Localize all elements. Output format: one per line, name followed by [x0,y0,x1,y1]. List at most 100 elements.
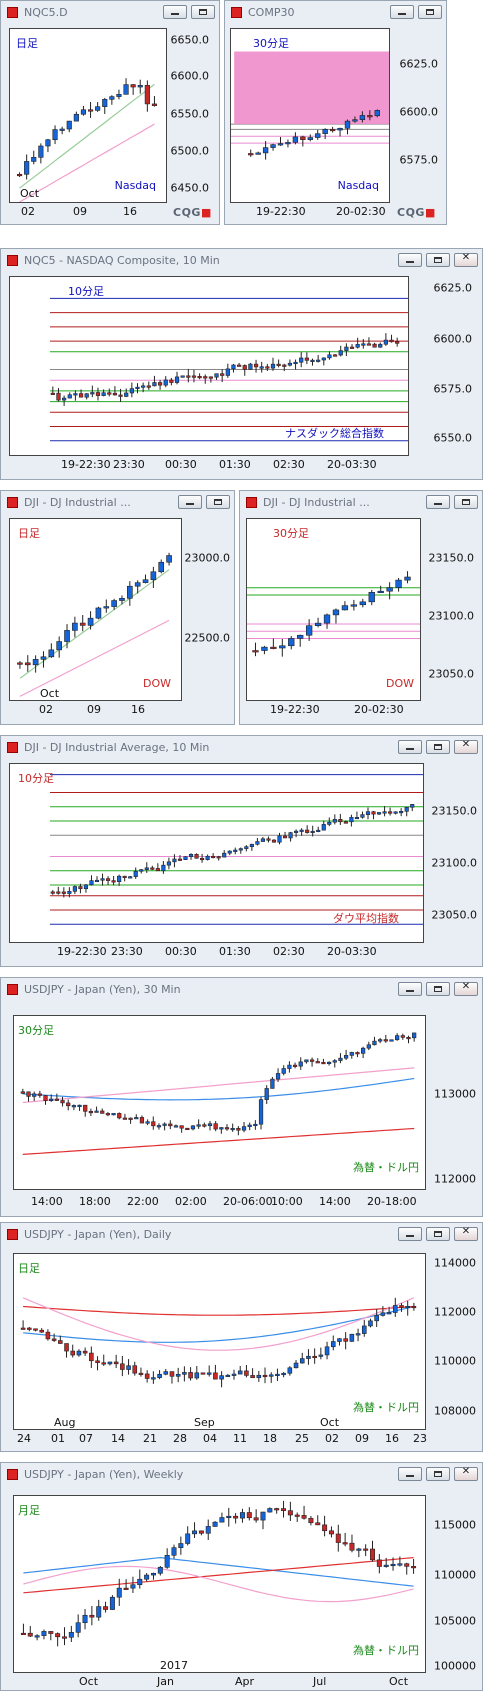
close-button[interactable] [454,739,478,754]
maximize-button[interactable] [426,740,450,754]
candle [157,382,163,386]
close-button[interactable] [454,1226,478,1241]
minimize-button[interactable] [426,495,450,509]
minimize-button[interactable] [178,495,202,509]
candle [287,1064,292,1069]
chart-window-dji-30min[interactable]: DJI - DJ Industrial ... 30分足 DOW 23150.0… [239,490,483,725]
chart-window-comp30[interactable]: COMP30 30分足 Nasdaq 6625.0 6600.0 6575.0 … [224,0,447,225]
title-bar[interactable]: NQC5 - NASDAQ Composite, 10 Min [1,249,482,271]
plot-area[interactable]: 10分足 ダウ平均指数 [9,763,424,943]
chart-window-usdjpy-30min[interactable]: USDJPY - Japan (Yen), 30 Min 30分足 為替・ドル円… [0,977,483,1217]
moving-average-line [19,619,170,697]
candle [185,1533,191,1544]
plot-area[interactable]: 30分足 Nasdaq [230,28,390,203]
candle [380,1312,386,1316]
candle [144,867,149,870]
candle [182,1372,187,1375]
candle [117,875,122,882]
title-bar[interactable]: USDJPY - Japan (Yen), 30 Min [1,978,482,1000]
title-bar[interactable]: DJI - DJ Industrial Average, 10 Min [1,736,482,758]
candle [87,617,94,626]
chart-window-dji-daily[interactable]: DJI - DJ Industrial ... 日足 DOW Oct 23000… [0,490,235,725]
minimize-button[interactable] [398,740,422,754]
candle [100,1110,105,1114]
candle [355,1052,360,1055]
plot-area[interactable]: 10分足 ナスダック総合指数 [9,276,409,456]
candle [344,346,349,351]
title-bar[interactable]: USDJPY - Japan (Yen), Weekly [1,1463,482,1485]
candle [54,1098,59,1101]
candle [196,1124,201,1127]
candle [132,1365,138,1374]
candle [180,375,185,378]
plot-area[interactable]: 日足 為替・ドル円 Aug Sep Oct [13,1253,426,1430]
candle [361,343,366,346]
candle [62,1636,67,1639]
candle [90,392,95,395]
minimize-button[interactable] [398,982,422,996]
candle [222,852,227,858]
plot-area[interactable]: 日足 Nasdaq Oct [9,28,167,203]
close-button[interactable] [454,981,478,996]
candle [378,343,383,348]
candle [226,1515,232,1519]
minimize-button[interactable] [390,5,414,19]
maximize-button[interactable] [426,1467,450,1481]
title-bar[interactable]: DJI - DJ Industrial ... [240,491,482,513]
window-icon [7,983,18,995]
candle [67,891,72,894]
minimize-button[interactable] [398,1227,422,1241]
x-tick: 00:30 [165,458,197,471]
candle [164,1554,170,1568]
chart-window-nqc5d[interactable]: NQC5.D 日足 Nasdaq Oct 6650.0 6600.0 6550.… [0,0,220,225]
candle [124,392,129,397]
candlestick-chart [50,297,408,442]
year-label: 2017 [160,1659,188,1672]
maximize-button[interactable] [426,982,450,996]
candle [338,1057,343,1061]
plot-area[interactable]: 日足 DOW Oct [9,518,182,701]
maximize-button[interactable] [206,495,230,509]
candle [89,880,94,886]
chart-window-dji-10min[interactable]: DJI - DJ Industrial Average, 10 Min 10分足… [0,735,483,967]
maximize-button[interactable] [191,5,215,19]
x-tick: 11 [233,1432,247,1445]
candle [246,1512,252,1519]
maximize-button[interactable] [426,1227,450,1241]
candle [309,1059,315,1062]
candle [386,587,393,592]
candle [205,855,210,860]
title-bar[interactable]: NQC5.D [1,1,219,23]
maximize-button[interactable] [454,495,478,509]
y-tick: 112000 [434,1305,476,1319]
minimize-button[interactable] [398,253,422,267]
chart-window-usdjpy-daily[interactable]: USDJPY - Japan (Yen), Daily 日足 為替・ドル円 Au… [0,1222,483,1452]
candle [316,829,321,832]
candle [123,84,129,95]
candle [264,1088,269,1100]
plot-area[interactable]: 30分足 為替・ドル円 [13,1015,426,1190]
plot-area[interactable]: 月足 為替・ドル円 2017 [13,1495,426,1673]
minimize-button[interactable] [398,1467,422,1481]
x-tick: 02 [21,205,35,218]
close-button[interactable] [454,1466,478,1481]
minimize-button[interactable] [163,5,187,19]
maximize-button[interactable] [426,253,450,267]
candle [382,811,387,814]
candle [61,891,66,894]
candle [349,346,355,349]
candle [304,1059,309,1063]
candle [321,824,326,831]
title-bar[interactable]: USDJPY - Japan (Yen), Daily [1,1223,482,1245]
close-button[interactable] [454,252,478,267]
plot-area[interactable]: 30分足 DOW [246,518,421,701]
chart-window-nqc5-10min[interactable]: NQC5 - NASDAQ Composite, 10 Min 10分足 ナスダ… [0,248,483,480]
maximize-button[interactable] [418,5,442,19]
x-axis: 19-22:30 20-02:30 [246,702,421,718]
candle [282,364,287,367]
chart-window-usdjpy-weekly[interactable]: USDJPY - Japan (Yen), Weekly 月足 為替・ドル円 2… [0,1462,483,1691]
y-axis: 23150.0 23100.0 23050.0 [421,518,476,701]
title-bar[interactable]: COMP30 [225,1,446,23]
candlestick-chart [20,1500,417,1647]
title-bar[interactable]: DJI - DJ Industrial ... [1,491,234,513]
